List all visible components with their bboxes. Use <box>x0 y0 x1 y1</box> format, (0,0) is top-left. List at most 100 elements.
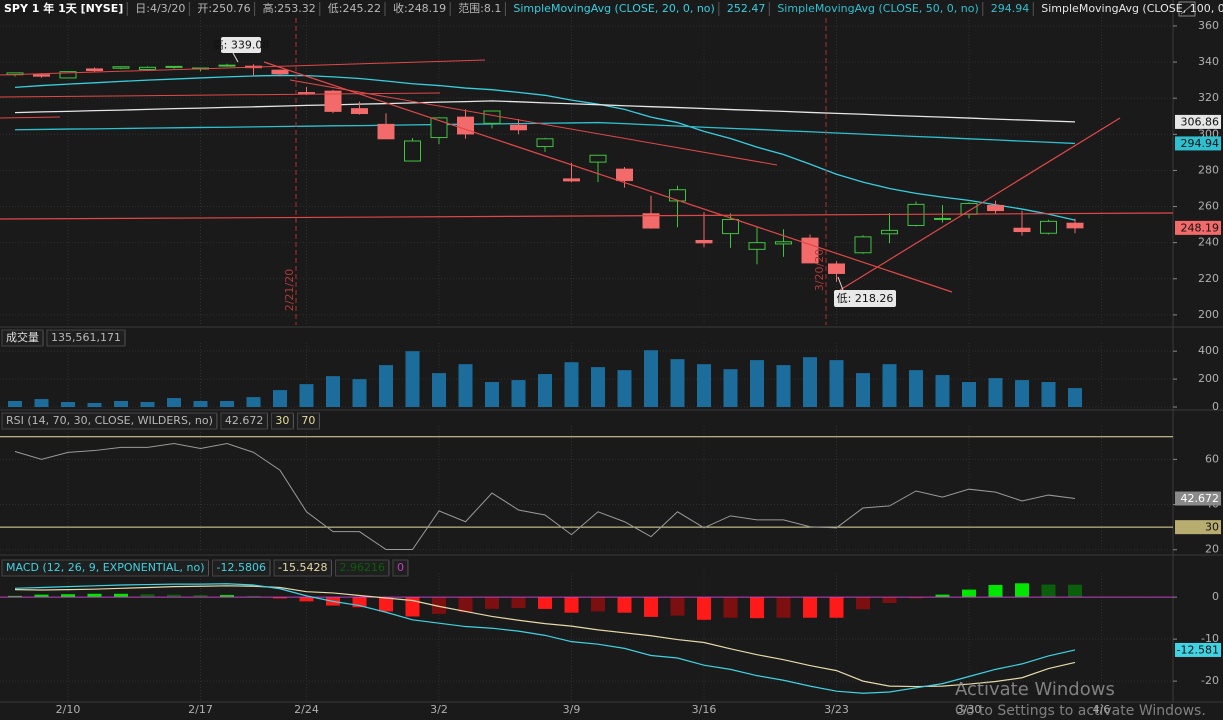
macd-histogram-bar <box>697 597 711 620</box>
candle-body <box>1040 220 1057 234</box>
y-tick-label: 20 <box>1205 543 1219 556</box>
y-tick-label: 400 <box>1198 344 1219 357</box>
x-tick-label: 3/23 <box>824 703 849 716</box>
rsi-line <box>14 443 1076 551</box>
toolbar-icon[interactable] <box>1178 1 1196 17</box>
legend-entry: SimpleMovingAvg (CLOSE, 20, 0, no) <box>513 2 714 15</box>
macd-line <box>14 583 1076 694</box>
candle-body <box>801 237 819 264</box>
trendline <box>263 61 953 293</box>
signal-line <box>14 585 1076 688</box>
macd-value-label-bg <box>1175 642 1221 657</box>
quote-info: 开:250.76 <box>197 2 250 15</box>
macd-histogram-bar <box>829 597 844 618</box>
volume-bar <box>511 380 526 407</box>
candle-body <box>775 241 792 245</box>
legend-entry: SimpleMovingAvg (CLOSE, 100, 0, no) <box>1041 2 1223 15</box>
candle-body <box>1013 227 1031 233</box>
candle-body <box>695 239 713 244</box>
legend-value: 252.47 <box>727 2 766 15</box>
macd-histogram-bar <box>617 597 632 613</box>
x-tick-label: 3/30 <box>957 703 982 716</box>
overbought-value: 70 <box>301 414 315 427</box>
volume-bar <box>750 360 764 407</box>
volume-bar <box>1068 388 1082 407</box>
series-price-label: 306.86 <box>1181 115 1220 128</box>
macd-histogram-bar <box>458 597 473 613</box>
quote-info: 低:245.22 <box>328 2 381 15</box>
candle-body <box>457 116 474 135</box>
rsi-value-label: 42.672 <box>1181 492 1220 505</box>
macd-histogram-bar <box>723 597 738 618</box>
volume-bar <box>856 373 870 407</box>
macd-histogram-bar <box>432 597 446 614</box>
candle-body <box>748 242 766 250</box>
macd-histogram-bar <box>670 597 685 616</box>
candle-body <box>642 213 660 229</box>
macd-histogram-bar <box>803 597 817 618</box>
y-tick-label: 340 <box>1198 55 1219 68</box>
macd-histogram-bar <box>644 597 658 617</box>
close-price-label-bg <box>1175 220 1221 235</box>
legend-value: 294.94 <box>991 2 1030 15</box>
candle-body <box>483 110 501 124</box>
y-tick-label: 200 <box>1198 372 1219 385</box>
volume-bar <box>246 397 261 407</box>
x-tick-label: 2/24 <box>294 703 319 716</box>
volume-bar <box>405 351 420 407</box>
volume-bar <box>352 379 367 407</box>
macd-histogram-bar <box>1015 583 1029 598</box>
y-tick-label: -20 <box>1201 674 1219 687</box>
candle-body <box>271 69 289 75</box>
chart-title: SPY 1 年 1天 [NYSE] <box>4 1 123 15</box>
x-tick-label: 3/16 <box>692 703 717 716</box>
volume-bar <box>564 362 579 407</box>
rsi-value-label-bg <box>1175 491 1221 506</box>
macd-histogram-bar <box>246 595 261 598</box>
candle-body <box>881 229 898 235</box>
watermark: Go to Settings to activate Windows. <box>955 703 1206 719</box>
moving-average <box>14 121 1076 145</box>
trendline <box>0 116 61 119</box>
candle-body <box>139 66 156 70</box>
candle-body <box>987 204 1004 212</box>
candle-body <box>404 140 421 162</box>
y-tick-label: 320 <box>1198 91 1219 104</box>
y-tick-label: 0 <box>1212 400 1219 413</box>
candle-body <box>351 108 368 115</box>
macd-value: -12.5806 <box>217 561 266 574</box>
volume-bar <box>591 367 605 407</box>
macd-histogram-bar <box>1041 584 1056 598</box>
series-price-label-bg <box>1175 114 1221 129</box>
trendline <box>289 79 778 166</box>
oversold-label-bg <box>1175 520 1221 535</box>
trendline <box>839 117 1121 291</box>
zero-value: 0 <box>397 561 404 574</box>
volume-bar <box>882 364 897 407</box>
candle-body <box>430 117 448 139</box>
toolbar-icon-line <box>1180 3 1194 15</box>
callout-pointer <box>837 276 844 291</box>
low-annotation: 低: 218.26 <box>837 292 894 305</box>
volume-bar <box>8 401 22 407</box>
moving-average <box>14 74 1076 221</box>
macd-histogram-bar <box>538 597 552 609</box>
volume-bar <box>962 382 976 407</box>
x-tick-label: 2/17 <box>188 703 213 716</box>
callout-box <box>834 290 896 307</box>
candle-body <box>165 65 183 68</box>
volume-bar <box>61 401 75 407</box>
y-tick-label: 360 <box>1198 19 1219 32</box>
macd-histogram-bar <box>935 594 950 598</box>
candle-body <box>218 64 236 67</box>
candle-body <box>536 138 554 148</box>
series-price-label: 294.94 <box>1181 137 1220 150</box>
legend-entry: SimpleMovingAvg (CLOSE, 50, 0, no) <box>777 2 978 15</box>
macd-histogram-bar <box>405 597 420 617</box>
macd-histogram-bar <box>750 597 764 619</box>
volume-bar <box>326 376 340 407</box>
macd-histogram-bar <box>114 593 128 598</box>
macd-histogram-bar <box>882 597 897 604</box>
